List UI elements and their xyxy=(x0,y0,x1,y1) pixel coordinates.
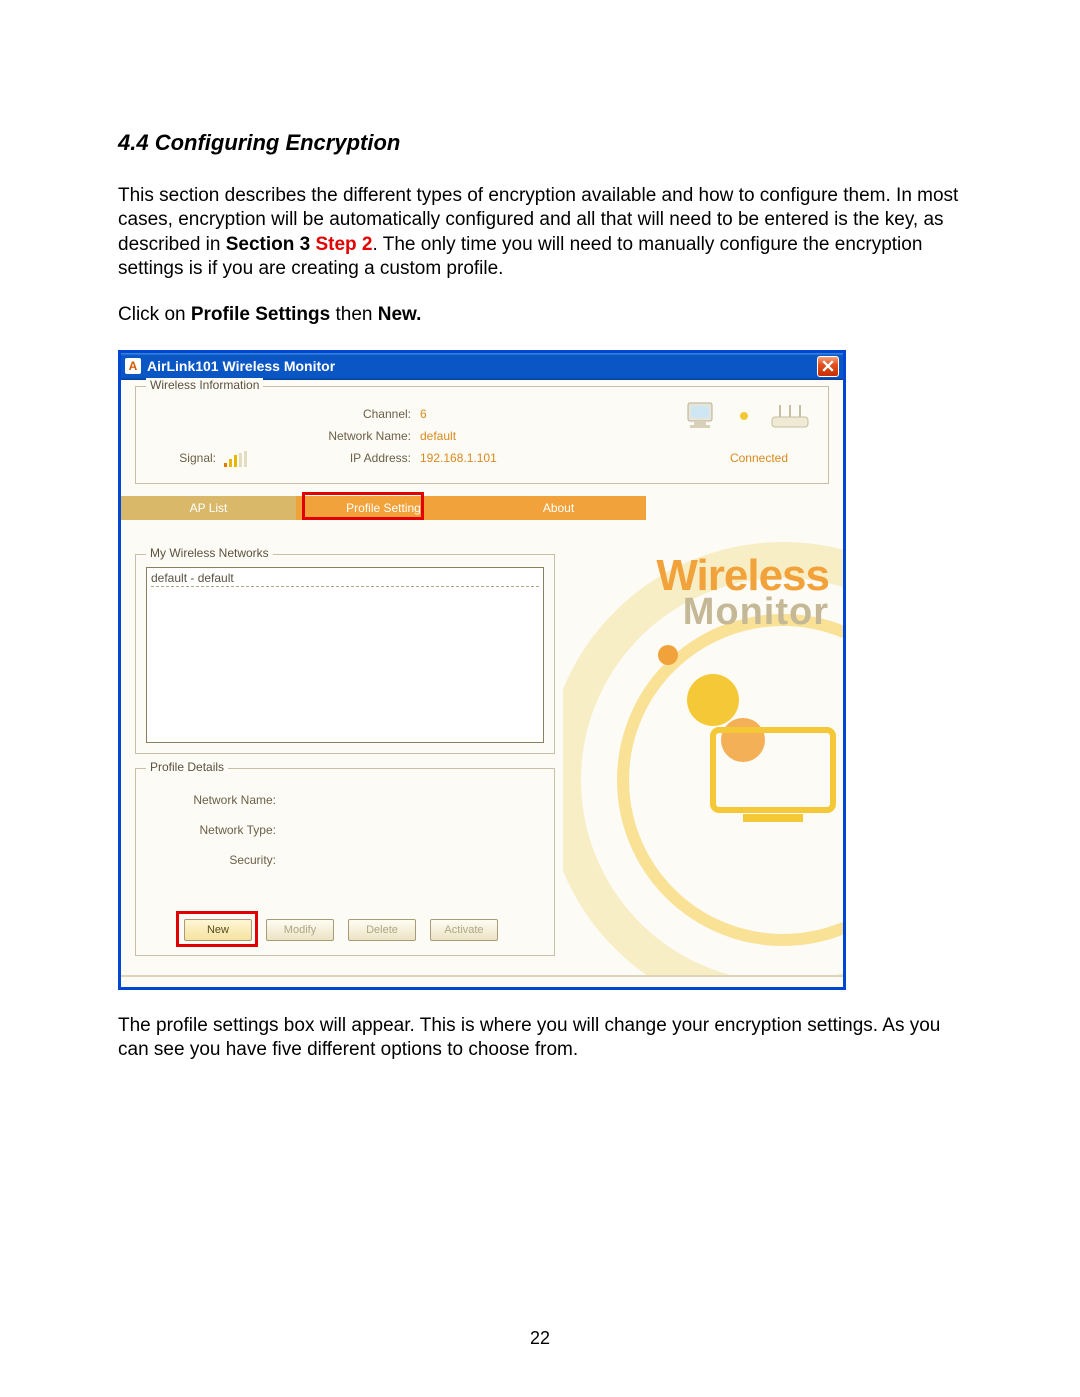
content-area: Wireless Monitor My Wireless Networks de… xyxy=(121,520,843,975)
router-icon xyxy=(770,403,810,429)
wireless-monitor-logo: Wireless Monitor xyxy=(563,520,843,975)
text-red-step: Step 2 xyxy=(315,234,372,255)
tab-profile-setting[interactable]: Profile Setting xyxy=(296,496,471,520)
detail-network-name-label: Network Name: xyxy=(146,793,276,807)
text-bold: Profile Settings xyxy=(191,304,330,325)
activate-button[interactable]: Activate xyxy=(430,919,498,941)
ip-address-value: 192.168.1.101 xyxy=(420,451,497,465)
tab-aplist[interactable]: AP List xyxy=(121,496,296,520)
computer-icon xyxy=(684,401,718,431)
wireless-info-fieldset: Wireless Information Signal: Channel: 6 … xyxy=(135,386,829,484)
channel-label: Channel: xyxy=(301,407,411,421)
logo-monitor-word: Monitor xyxy=(656,595,829,629)
instruction-paragraph: Click on Profile Settings then New. xyxy=(118,303,962,327)
profile-details-legend: Profile Details xyxy=(146,760,228,774)
tab-bar: AP List Profile Setting About xyxy=(121,496,843,520)
page-number: 22 xyxy=(0,1328,1080,1349)
closing-paragraph: The profile settings box will appear. Th… xyxy=(118,1014,962,1063)
wireless-info-legend: Wireless Information xyxy=(146,378,263,392)
network-name-label: Network Name: xyxy=(301,429,411,443)
text-bold: New. xyxy=(378,304,422,325)
button-row: New Modify Delete Activate xyxy=(184,919,498,941)
tab-profile-label: Profile Setting xyxy=(346,501,421,515)
signal-bars-icon xyxy=(224,451,247,467)
app-window: A AirLink101 Wireless Monitor Wireless I… xyxy=(118,350,846,990)
text-span: then xyxy=(330,304,378,325)
close-button[interactable] xyxy=(817,356,839,377)
delete-button[interactable]: Delete xyxy=(348,919,416,941)
connected-status: Connected xyxy=(730,451,788,465)
logo-wireless-word: Wireless xyxy=(656,556,829,596)
ip-address-label: IP Address: xyxy=(301,451,411,465)
channel-value: 6 xyxy=(420,407,427,421)
list-item[interactable]: default - default xyxy=(151,570,539,587)
my-wireless-networks-fieldset: My Wireless Networks default - default xyxy=(135,554,555,754)
detail-security-label: Security: xyxy=(146,853,276,867)
connection-dot-icon xyxy=(734,406,754,426)
bottom-spacer xyxy=(121,975,843,987)
titlebar[interactable]: A AirLink101 Wireless Monitor xyxy=(121,353,843,380)
tab-about[interactable]: About xyxy=(471,496,646,520)
text-span: Click on xyxy=(118,304,191,325)
my-wireless-networks-legend: My Wireless Networks xyxy=(146,546,273,560)
network-name-value: default xyxy=(420,429,456,443)
intro-paragraph: This section describes the different typ… xyxy=(118,184,962,281)
network-listbox[interactable]: default - default xyxy=(146,567,544,743)
status-icons xyxy=(684,401,810,431)
window-title: AirLink101 Wireless Monitor xyxy=(147,358,335,374)
app-icon: A xyxy=(125,358,141,374)
modify-button[interactable]: Modify xyxy=(266,919,334,941)
signal-label: Signal: xyxy=(146,451,216,465)
detail-network-type-label: Network Type: xyxy=(146,823,276,837)
section-heading: 4.4 Configuring Encryption xyxy=(118,130,962,156)
text-bold: Section 3 xyxy=(226,234,316,255)
app-body: Wireless Information Signal: Channel: 6 … xyxy=(121,386,843,987)
profile-details-fieldset: Profile Details Network Name: Network Ty… xyxy=(135,768,555,956)
new-button[interactable]: New xyxy=(184,919,252,941)
close-icon xyxy=(822,360,834,372)
